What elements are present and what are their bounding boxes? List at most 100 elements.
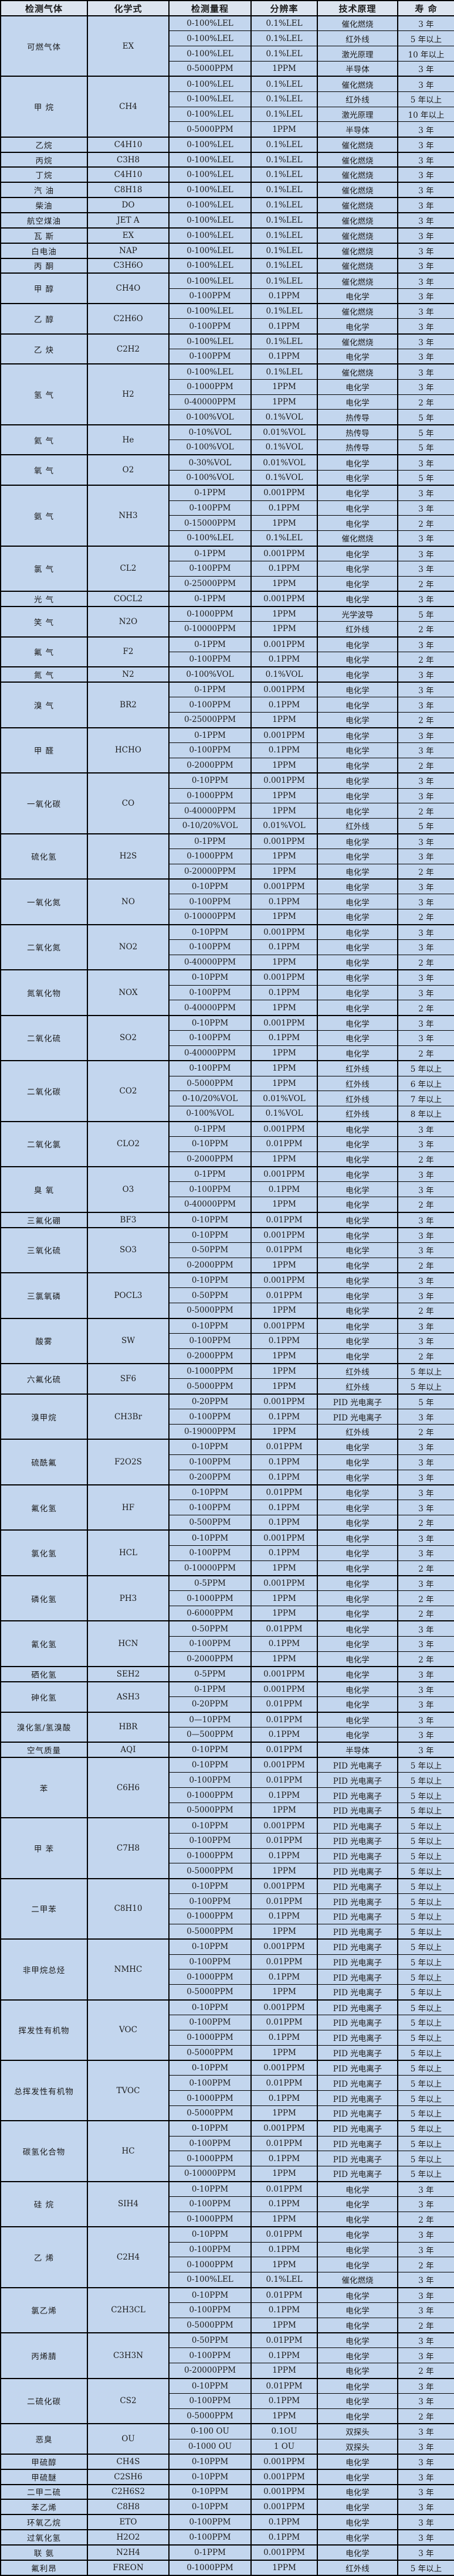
gas-name-cell: 笑 气 [0, 605, 88, 638]
principle-cell: 催化燃烧 [317, 76, 398, 92]
resolution-cell: 0.1PPM [250, 1030, 318, 1046]
range-cell: 0-10PPM [168, 878, 252, 895]
range-cell: 0-100PPM [168, 2014, 252, 2030]
formula-cell: AQI [87, 1742, 170, 1758]
lifespan-cell: 5 年以上 [397, 1863, 454, 1879]
table-row: 乙 醇 C2H6O 0-100%LEL 0.1%LEL 催化燃烧 3 年 [0, 303, 454, 335]
resolution-cell: 0.01%VOL [250, 818, 318, 834]
lifespan-cell: 5 年以上 [397, 1848, 454, 1864]
lifespan-cell: 3 年 [397, 166, 454, 183]
principle-cell: 电化学 [317, 2317, 398, 2333]
resolution-cell: 0.001PPM [250, 1120, 318, 1137]
gas-name-cell: 可燃气体 [0, 15, 88, 77]
range-cell: 0-6000PPM [168, 1606, 252, 1621]
range-cell: 0-10PPM [168, 1757, 252, 1773]
resolution-cell: 1PPM [250, 2363, 318, 2379]
resolution-cell: 0.1%LEL [250, 272, 318, 289]
gas-name-cell: 丙烷 [0, 151, 88, 168]
table-row: 0-100PPM 0.1PPM 电化学 3 年 [1, 1500, 454, 1516]
range-cell: 0-100%LEL [168, 30, 252, 47]
resolution-cell: 0.1PPM [250, 2347, 318, 2364]
principle-cell: 热传导 [317, 409, 398, 425]
lifespan-cell: 2 年 [397, 863, 454, 880]
lifespan-cell: 5 年以上 [397, 1802, 454, 1818]
table-row: 乙 炔 C2H2 0-100%LEL 0.1%LEL 催化燃烧 3 年 [0, 333, 454, 364]
range-cell: 0-1PPM [168, 1120, 252, 1137]
principle-cell: 电化学 [317, 1136, 398, 1152]
lifespan-cell: 2 年 [397, 803, 454, 819]
principle-cell: PID 光电离子 [317, 1832, 398, 1849]
gas-name-cell: 硫化氢 [0, 833, 88, 880]
table-row: 0-5000PPM 1PPM PID 光电离子 5 年以上 [1, 1802, 454, 1818]
principle-cell: 电化学 [317, 1484, 398, 1501]
principle-cell: 电化学 [317, 469, 398, 486]
principle-cell: 电化学 [317, 1635, 398, 1652]
resolution-cell: 1PPM [250, 1378, 318, 1395]
range-cell: 0-10PPM [168, 2120, 252, 2137]
gas-name-cell: 氮氧化物 [0, 969, 88, 1016]
lifespan-cell: 3 年 [397, 788, 454, 804]
principle-cell: 电化学 [317, 1166, 398, 1183]
table-row: 0-5000PPM 1PPM 电化学 2 年 [1, 2317, 454, 2333]
principle-cell: 电化学 [317, 500, 398, 516]
principle-cell: 电化学 [317, 636, 398, 652]
principle-cell: 电化学 [317, 1272, 398, 1289]
principle-cell: 催化燃烧 [317, 136, 398, 153]
range-cell: 0-1000PPM [168, 1848, 252, 1864]
lifespan-cell: 3 年 [397, 727, 454, 743]
resolution-cell: 0.01PPM [250, 1136, 318, 1152]
lifespan-cell: 3 年 [397, 2287, 454, 2303]
range-cell: 0-100PPM [168, 1454, 252, 1470]
range-cell: 0-10%VOL [168, 424, 252, 441]
gas-name-cell: 二硫化碳 [0, 2377, 88, 2424]
range-cell: 0-10/20%VOL [168, 1091, 252, 1107]
table-row: 0-5000PPM 1PPM PID 光电离子 5 年以上 [1, 2105, 454, 2121]
principle-cell: 电化学 [317, 1045, 398, 1061]
resolution-cell: 0.1PPM [250, 500, 318, 516]
range-cell: 0-1000PPM [168, 605, 252, 622]
lifespan-cell: 3 年 [397, 848, 454, 864]
gas-name-cell: 二甲二硫 [0, 2483, 88, 2500]
lifespan-cell: 2 年 [397, 1197, 454, 1213]
formula-cell: O3 [87, 1166, 170, 1213]
range-cell: 0—500PPM [168, 1726, 252, 1743]
table-row: 光 气 COCL2 0-1PPM 0.001PPM 电化学 3 年 [0, 591, 454, 607]
gas-name-cell: 一氧化氮 [0, 878, 88, 925]
range-cell: 0-25000PPM [168, 712, 252, 728]
principle-cell: 半导体 [317, 1742, 398, 1758]
gas-table-body: 可燃气体 EX 0-100%LEL 0.1%LEL 催化燃烧 3 年 0-100%LEL 0.… [0, 15, 454, 2576]
principle-cell: 催化燃烧 [317, 333, 398, 350]
range-cell: 0-5000PPM [168, 1863, 252, 1879]
resolution-cell: 0.01PPM [250, 2332, 318, 2349]
lifespan-cell: 3 年 [397, 379, 454, 395]
principle-cell: PID 光电离子 [317, 1848, 398, 1864]
resolution-cell: 0.1%VOL [250, 1106, 318, 1122]
resolution-cell: 0.1PPM [250, 1515, 318, 1531]
resolution-cell: 0.1PPM [250, 2529, 318, 2546]
table-row: 0-2000PPM 1PPM 电化学 2 年 [1, 1257, 454, 1273]
lifespan-cell: 5 年以上 [397, 1817, 454, 1834]
lifespan-cell: 5 年 [397, 469, 454, 486]
lifespan-cell: 3 年 [397, 151, 454, 168]
resolution-cell: 0.1PPM [250, 2302, 318, 2318]
resolution-cell: 0.1PPM [250, 1454, 318, 1470]
table-row: 二氧化硫 SO2 0-10PPM 0.001PPM 电化学 3 年 [0, 1014, 454, 1061]
lifespan-cell: 5 年以上 [397, 2105, 454, 2121]
lifespan-cell: 3 年 [397, 197, 454, 213]
table-row: 0-25000PPM 1PPM 电化学 2 年 [1, 575, 454, 592]
range-cell: 0-25000PPM [168, 575, 252, 592]
lifespan-cell: 3 年 [397, 2514, 454, 2530]
table-row: 0-5000PPM 1PPM 电化学 2 年 [1, 1303, 454, 1319]
range-cell: 0-10PPM [168, 1226, 252, 1243]
lifespan-cell: 5 年以上 [397, 2014, 454, 2030]
range-cell: 0-1000PPM [168, 2151, 252, 2167]
range-cell: 0-5000PPM [168, 1303, 252, 1319]
principle-cell: 催化燃烧 [317, 197, 398, 213]
principle-cell: PID 光电离子 [317, 2120, 398, 2137]
lifespan-cell: 3 年 [397, 2196, 454, 2212]
range-cell: 0-100%LEL [168, 197, 252, 213]
lifespan-cell: 5 年以上 [397, 2166, 454, 2182]
lifespan-cell: 3 年 [397, 1014, 454, 1031]
resolution-cell: 0.001PPM [250, 1014, 318, 1031]
gas-name-cell: 六氟化硫 [0, 1363, 88, 1395]
